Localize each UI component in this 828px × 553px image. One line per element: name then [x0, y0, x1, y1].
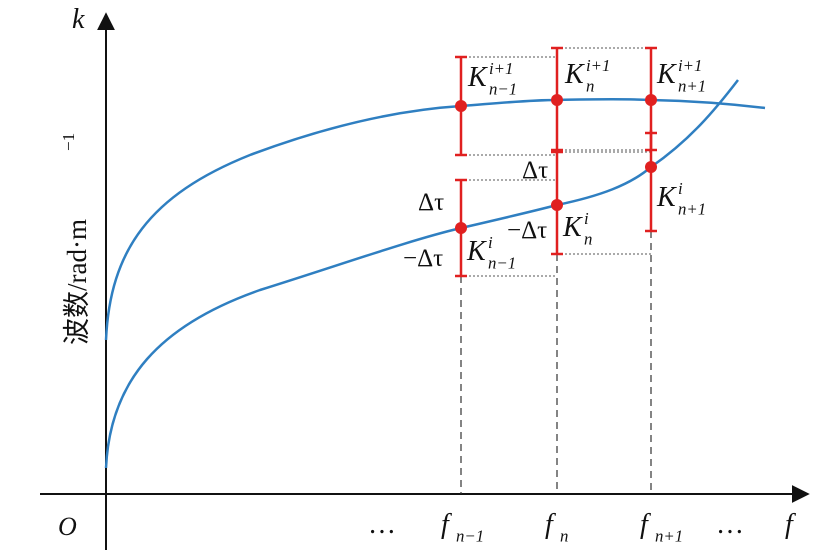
- label-base: …: [718, 509, 743, 540]
- x-symbol: f: [785, 509, 796, 540]
- label-base: f: [441, 509, 452, 540]
- label-base: K: [564, 59, 585, 90]
- label-sup: i+1: [678, 56, 702, 75]
- label-base: K: [656, 182, 677, 213]
- delta-label: −Δτ: [507, 217, 547, 244]
- delta-label: −Δτ: [403, 245, 443, 272]
- delta-label: Δτ: [418, 189, 444, 216]
- label-sub: n: [560, 526, 568, 545]
- label-sup: i+1: [586, 56, 610, 75]
- level-lines: [461, 47, 651, 277]
- label-base: …: [370, 509, 395, 540]
- label-sup: i+1: [489, 59, 513, 78]
- y-symbol: k: [72, 4, 85, 35]
- label-sup: i: [488, 233, 493, 252]
- label-base: K: [466, 236, 487, 267]
- label-sub: n−1: [456, 526, 484, 545]
- label-sub: n+1: [678, 199, 706, 218]
- label-sup: i: [678, 179, 683, 198]
- lower-curve: [104, 79, 739, 469]
- delta-label: Δτ: [522, 157, 548, 184]
- label-sub: n+1: [655, 526, 683, 545]
- label-base: f: [545, 509, 556, 540]
- label-sub: n+1: [678, 76, 706, 95]
- points: [455, 94, 657, 234]
- label-sub: n: [584, 229, 592, 248]
- label-base: K: [467, 62, 488, 93]
- label-sub: n−1: [488, 253, 516, 272]
- label-sub: n: [586, 76, 594, 95]
- label-sup: i: [584, 209, 589, 228]
- origin: O: [58, 512, 77, 541]
- y-title-sup: −1: [59, 133, 78, 151]
- label-sub: n−1: [489, 79, 517, 98]
- y-title-base: 波数/rad·m: [62, 219, 92, 345]
- label-base: K: [656, 59, 677, 90]
- guide-lines: [460, 231, 652, 494]
- upper-curve: [104, 98, 766, 341]
- label-base: K: [562, 212, 583, 243]
- y-title: 波数/rad·m −1: [59, 133, 92, 345]
- label-base: f: [640, 509, 651, 540]
